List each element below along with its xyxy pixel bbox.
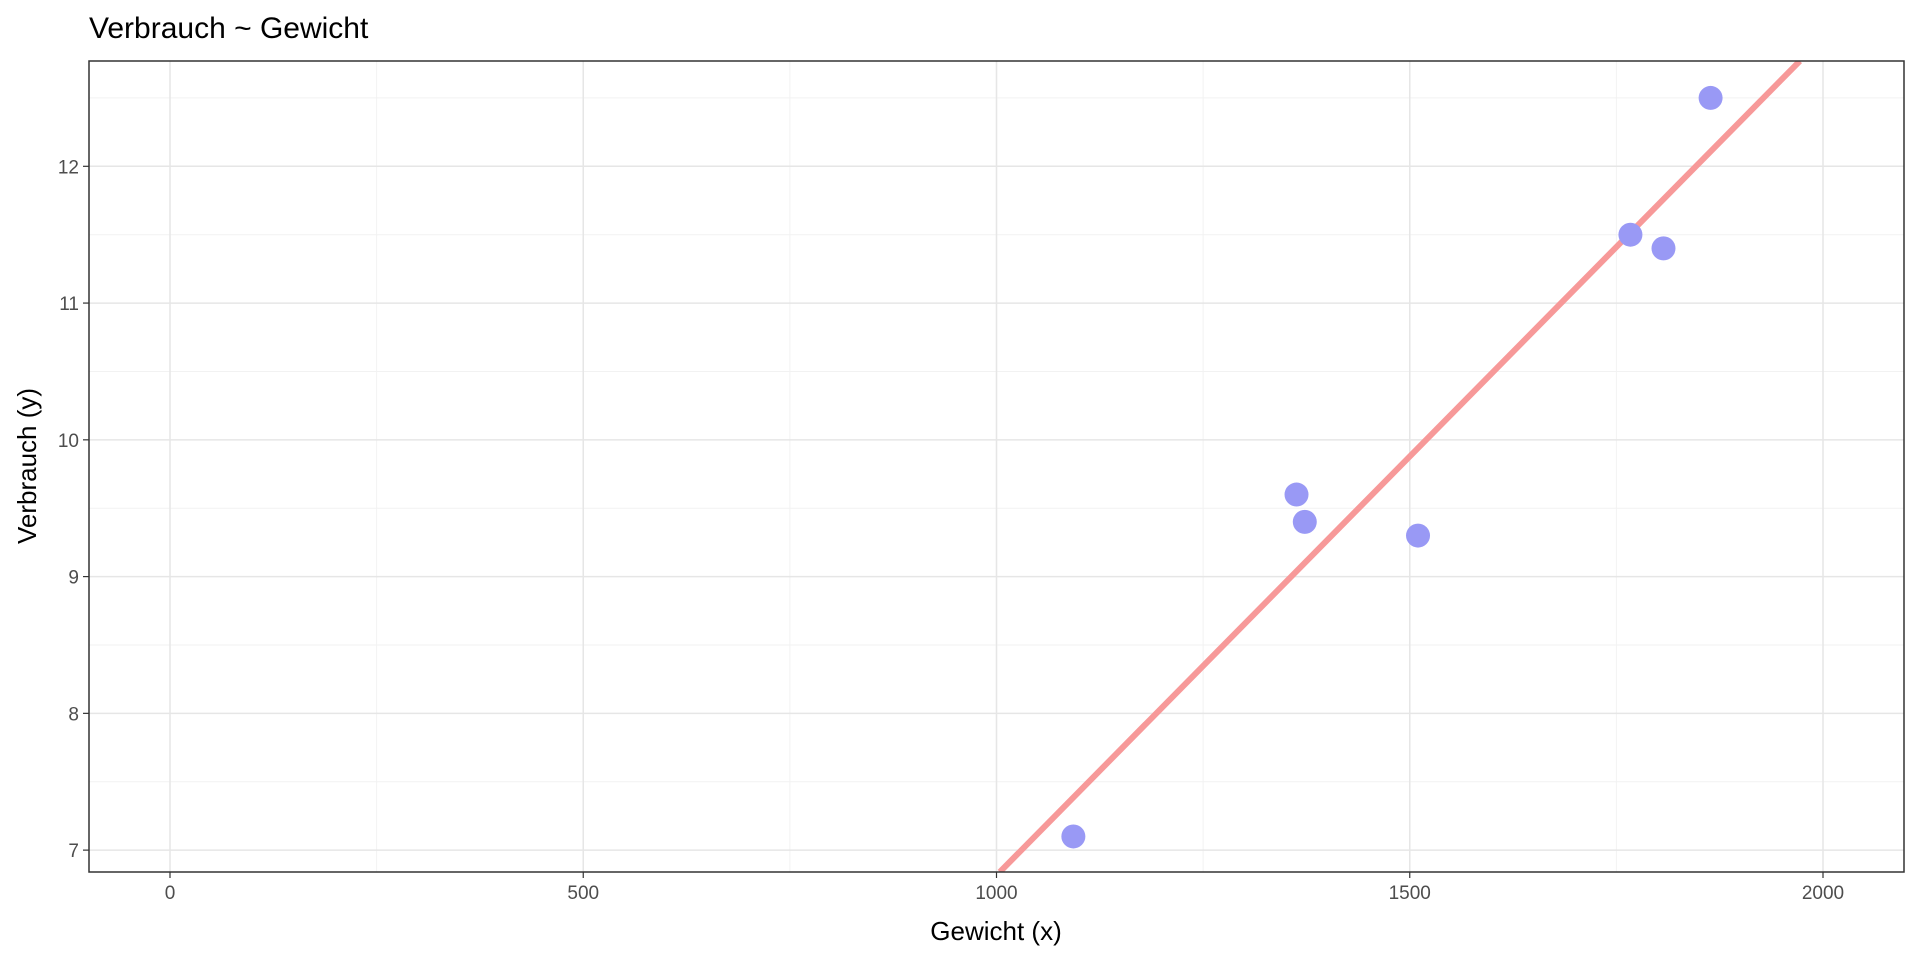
y-axis-label: Verbrauch (y) <box>12 388 42 544</box>
point <box>1618 222 1643 247</box>
point <box>1284 482 1309 507</box>
y-tick-label: 11 <box>59 294 79 315</box>
point <box>1406 523 1431 548</box>
point <box>1651 236 1676 261</box>
fit-line <box>997 61 1802 872</box>
x-tick-label: 1000 <box>975 883 1017 904</box>
y-tick-label: 7 <box>68 841 79 862</box>
panel-border <box>88 60 1905 873</box>
y-tick-label: 9 <box>68 568 79 589</box>
x-tick-label: 0 <box>165 883 176 904</box>
x-tick-label: 1500 <box>1389 883 1431 904</box>
x-tick-label: 2000 <box>1802 883 1844 904</box>
y-tick-label: 8 <box>68 704 79 725</box>
point <box>1698 85 1723 110</box>
y-tick-label: 10 <box>58 431 79 452</box>
point <box>1061 824 1086 849</box>
point <box>1292 509 1317 534</box>
x-tick-label: 500 <box>567 883 599 904</box>
x-axis-label: Gewicht (x) <box>930 916 1061 946</box>
chart-title: Verbrauch ~ Gewicht <box>89 12 369 45</box>
y-tick-label: 12 <box>58 157 79 178</box>
